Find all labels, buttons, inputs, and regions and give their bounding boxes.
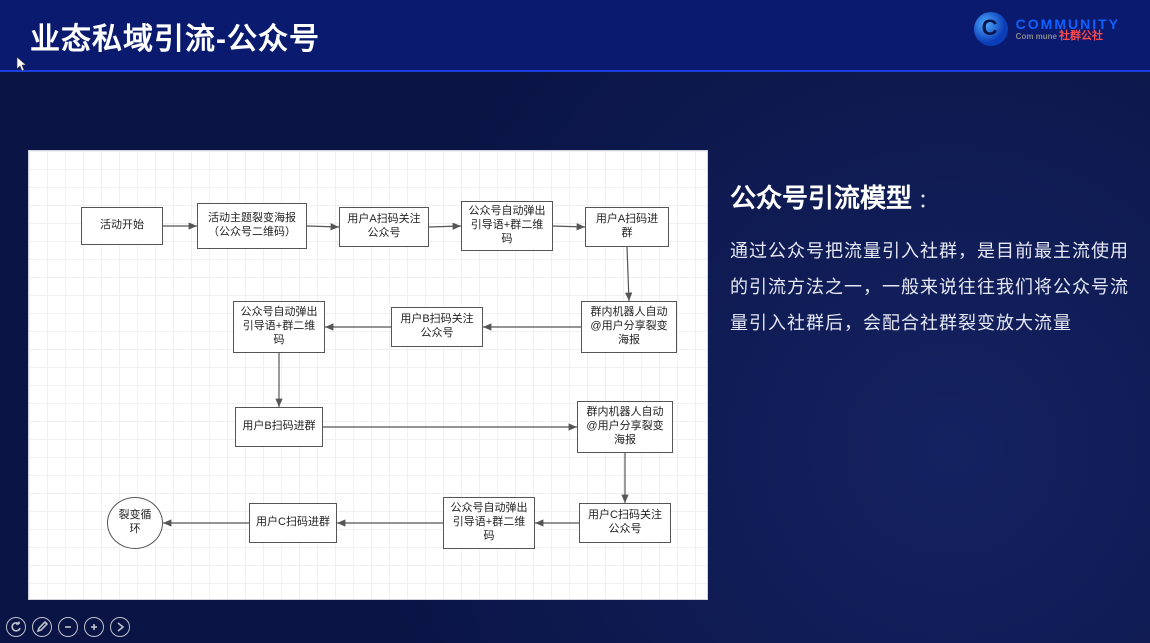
flowchart-canvas: 活动开始活动主题裂变海报（公众号二维码）用户A扫码关注公众号公众号自动弹出引导语… bbox=[28, 150, 708, 600]
side-panel: 公众号引流模型 ： 通过公众号把流量引入社群，是目前最主流使用的引流方法之一，一般… bbox=[730, 178, 1130, 341]
flow-node-n13: 用户C扫码进群 bbox=[249, 503, 337, 543]
flow-node-n8: 公众号自动弹出引导语+群二维码 bbox=[233, 301, 325, 353]
header-bar: 业态私域引流-公众号 COMMUNITY Com mune社群公社 bbox=[0, 0, 1150, 72]
brand-logo: COMMUNITY Com mune社群公社 bbox=[974, 12, 1120, 46]
side-heading: 公众号引流模型 bbox=[730, 183, 912, 213]
flow-node-n14: 裂变循环 bbox=[107, 497, 163, 549]
side-body: 通过公众号把流量引入社群，是目前最主流使用的引流方法之一，一般来说往往我们将公众… bbox=[730, 233, 1130, 341]
edit-icon[interactable] bbox=[32, 617, 52, 637]
logo-mark-icon bbox=[974, 12, 1008, 46]
flow-node-n9: 用户B扫码进群 bbox=[235, 407, 323, 447]
flow-node-n6: 群内机器人自动@用户分享裂变海报 bbox=[581, 301, 677, 353]
bottom-toolbar bbox=[6, 617, 130, 637]
flow-node-n3: 用户A扫码关注公众号 bbox=[339, 207, 429, 247]
side-colon: ： bbox=[918, 190, 938, 212]
zoom-out-icon[interactable] bbox=[58, 617, 78, 637]
next-icon[interactable] bbox=[110, 617, 130, 637]
cursor-icon bbox=[16, 56, 28, 72]
logo-line2: Com mune社群公社 bbox=[1016, 31, 1120, 42]
flow-node-n4: 公众号自动弹出引导语+群二维码 bbox=[461, 201, 553, 251]
logo-line1: COMMUNITY bbox=[1016, 17, 1120, 31]
flow-node-n10: 群内机器人自动@用户分享裂变海报 bbox=[577, 401, 673, 453]
zoom-in-icon[interactable] bbox=[84, 617, 104, 637]
flow-node-n7: 用户B扫码关注公众号 bbox=[391, 307, 483, 347]
flow-node-n12: 公众号自动弹出引导语+群二维码 bbox=[443, 497, 535, 549]
undo-icon[interactable] bbox=[6, 617, 26, 637]
flow-node-n11: 用户C扫码关注公众号 bbox=[579, 503, 671, 543]
flow-node-n5: 用户A扫码进群 bbox=[585, 207, 669, 247]
logo-text: COMMUNITY Com mune社群公社 bbox=[1016, 17, 1120, 42]
flow-node-n1: 活动开始 bbox=[81, 207, 163, 245]
flow-node-n2: 活动主题裂变海报（公众号二维码） bbox=[197, 203, 307, 249]
page-title: 业态私域引流-公众号 bbox=[30, 14, 320, 58]
